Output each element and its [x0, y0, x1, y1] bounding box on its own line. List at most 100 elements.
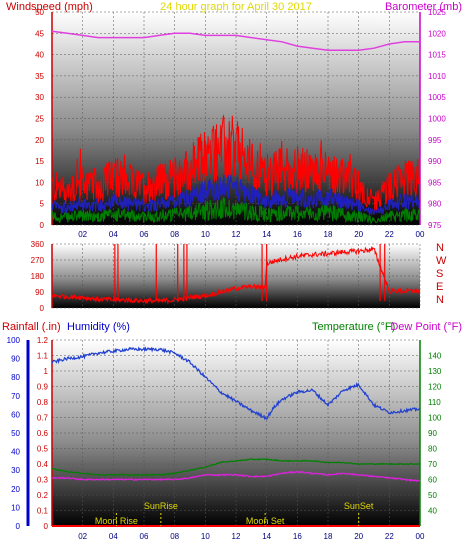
barometer-axis-label: Barometer (mb): [385, 1, 462, 13]
temperature-axis-tick-label: 40: [428, 507, 437, 516]
bottom-x-tick-label: 08: [170, 532, 179, 541]
wind-x-tick-label: 14: [262, 230, 271, 239]
bottom-x-tick-label: 04: [109, 532, 118, 541]
wind-x-tick-label: 04: [109, 230, 118, 239]
wind-x-tick-label: 00: [416, 230, 425, 239]
wind-x-tick-label: 12: [232, 230, 241, 239]
windspeed-gust-line: [51, 114, 421, 213]
direction-axis-tick-label: 90: [35, 288, 44, 297]
barometer-axis-tick-label: 990: [428, 157, 442, 166]
barometer-line: [51, 30, 420, 52]
barometer-axis-tick-label: 1010: [428, 72, 446, 81]
rain-axis-tick-label: 0.8: [37, 398, 49, 407]
direction-axis-tick-label: 270: [31, 256, 45, 265]
wind-x-tick-label: 08: [170, 230, 179, 239]
windspeed-min-line: [51, 196, 421, 226]
rain-axis-tick-label: 1: [44, 367, 49, 376]
humidity-axis-tick-label: 90: [11, 355, 20, 364]
humidity-line: [51, 346, 421, 421]
dewpoint-line: [51, 470, 421, 483]
compass-label: N: [436, 242, 444, 254]
barometer-axis-tick-label: 980: [428, 200, 442, 209]
temperature-line: [51, 458, 421, 477]
humidity-axis-tick-label: 0: [16, 522, 21, 531]
humidity-axis-label: Humidity (%): [67, 321, 130, 333]
bottom-x-tick-label: 20: [354, 532, 363, 541]
direction-axis-tick-label: 0: [40, 304, 45, 313]
barometer-axis-tick-label: 975: [428, 221, 442, 230]
event-label: SunSet: [344, 501, 374, 511]
chart-title: 24 hour graph for April 30 2017: [160, 1, 312, 13]
temperature-axis-tick-label: 130: [428, 367, 442, 376]
wind-axis-tick-label: 50: [35, 8, 44, 17]
event-label: Moon Rise: [95, 516, 138, 526]
compass-label: W: [436, 255, 447, 267]
direction-panel-grid: [52, 243, 421, 309]
bottom-x-tick-label: 02: [78, 532, 87, 541]
temperature-axis-tick-label: 50: [428, 491, 437, 500]
bottom-x-tick-label: 18: [324, 532, 333, 541]
wind-direction-line: [51, 245, 421, 305]
humidity-axis-tick-label: 20: [11, 485, 20, 494]
windspeed-average-line: [51, 174, 421, 216]
rain-axis-tick-label: 0: [44, 522, 49, 531]
temperature-axis-tick-label: 70: [428, 460, 437, 469]
wind-axis-tick-label: 30: [35, 93, 44, 102]
wind-x-tick-label: 10: [201, 230, 210, 239]
rain-axis-tick-label: 1.1: [37, 352, 49, 361]
humidity-axis-tick-label: 100: [7, 336, 21, 345]
temperature-axis-tick-label: 110: [428, 398, 441, 407]
barometer-axis-tick-label: 985: [428, 178, 442, 187]
bottom-x-tick-label: 10: [201, 532, 210, 541]
compass-label: N: [436, 294, 444, 306]
event-label: SunRise: [144, 501, 178, 511]
humidity-axis-tick-label: 40: [11, 448, 20, 457]
bottom-x-tick-label: 22: [385, 532, 394, 541]
rain-axis-tick-label: 0.4: [37, 460, 49, 469]
barometer-axis-tick-label: 1005: [428, 93, 446, 102]
humidity-axis-tick-label: 70: [11, 392, 20, 401]
wind-axis-tick-label: 5: [40, 200, 45, 209]
wind-axis-tick-label: 20: [35, 136, 44, 145]
temperature-axis-tick-label: 120: [428, 383, 442, 392]
rain-axis-tick-label: 0.5: [37, 445, 49, 454]
bottom-x-tick-label: 00: [416, 532, 425, 541]
rain-axis-tick-label: 0.1: [37, 507, 49, 516]
event-label: Moon Set: [246, 516, 285, 526]
humidity-axis-tick-label: 60: [11, 410, 20, 419]
barometer-axis-tick-label: 1015: [428, 51, 446, 60]
temperature-axis-label: Temperature (°F): [312, 321, 395, 333]
wind-x-tick-label: 06: [140, 230, 149, 239]
humidity-axis-tick-label: 80: [11, 373, 20, 382]
bottom-x-tick-label: 06: [140, 532, 149, 541]
wind-x-tick-label: 20: [354, 230, 363, 239]
rain-axis-tick-label: 0.2: [37, 491, 49, 500]
compass-label: E: [436, 281, 443, 293]
direction-axis-tick-label: 180: [31, 272, 45, 281]
wind-x-tick-label: 16: [293, 230, 302, 239]
rain-axis-tick-label: 0.9: [37, 383, 49, 392]
barometer-axis-tick-label: 1020: [428, 29, 446, 38]
barometer-axis-tick-label: 1025: [428, 8, 446, 17]
wind-x-tick-label: 02: [78, 230, 87, 239]
humidity-axis-tick-label: 10: [11, 503, 20, 512]
wind-x-tick-label: 22: [385, 230, 394, 239]
bottom-x-tick-label: 16: [293, 532, 302, 541]
wind-axis-tick-label: 45: [35, 29, 44, 38]
wind-axis-tick-label: 10: [35, 178, 44, 187]
temperature-axis-tick-label: 80: [428, 445, 437, 454]
wind-x-tick-label: 18: [324, 230, 333, 239]
wind-axis-tick-label: 35: [35, 72, 44, 81]
bottom-x-tick-label: 12: [232, 532, 241, 541]
humidity-axis-tick-label: 30: [11, 466, 20, 475]
wind-axis-tick-label: 0: [40, 221, 45, 230]
wind-axis-tick-label: 15: [35, 157, 44, 166]
rainfall-axis-label: Rainfall (.in): [2, 321, 61, 333]
data-series: [51, 30, 421, 527]
astronomical-events: Moon Rise SunRise Moon Set SunSet: [95, 501, 374, 526]
humidity-axis-tick-label: 50: [11, 429, 20, 438]
temperature-axis-tick-label: 90: [428, 429, 437, 438]
wind-axis-tick-label: 25: [35, 115, 44, 124]
